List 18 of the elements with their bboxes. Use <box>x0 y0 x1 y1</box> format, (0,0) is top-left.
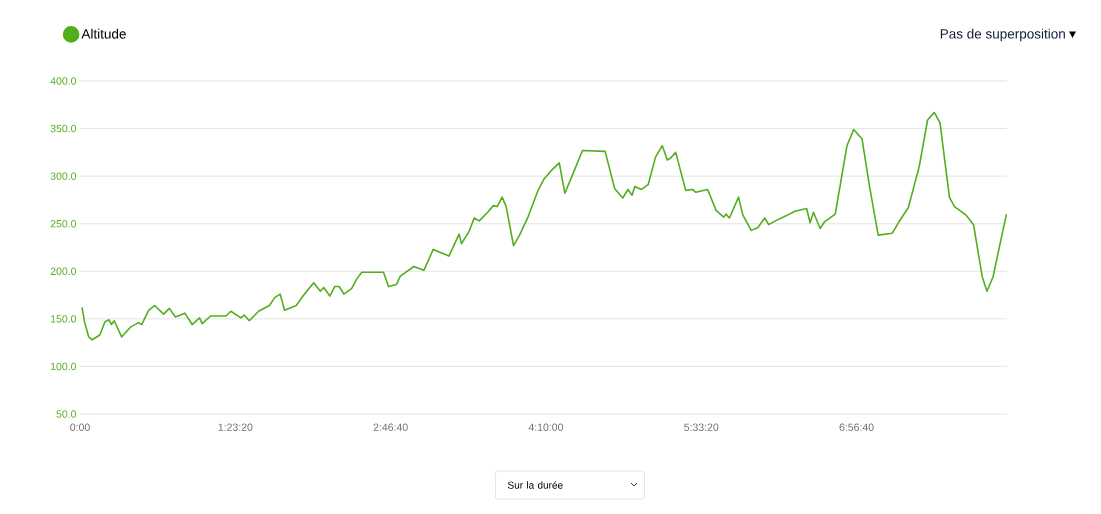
y-tick-label: 400.0 <box>50 77 77 85</box>
text: Sur la durée <box>507 481 563 489</box>
x-tick-label: 2:46:40 <box>373 423 408 431</box>
y-tick-label: 350.0 <box>50 124 77 133</box>
y-tick-label: 150.0 <box>51 315 77 323</box>
y-tick-label: 50.0 <box>56 410 77 418</box>
x-tick-label: 6:56:40 <box>839 423 874 431</box>
y-tick-label: 100.0 <box>51 362 77 371</box>
x-tick-label: 0:00 <box>70 423 90 431</box>
legend-label: Altitude <box>81 28 126 39</box>
x-tick-label: 1:23:20 <box>218 423 253 431</box>
x-tick-label: 4:10:00 <box>528 423 564 431</box>
y-tick-label: 200.0 <box>50 267 77 275</box>
text: Pas de superposition <box>940 28 1065 42</box>
line-series <box>81 111 1007 341</box>
y-tick-label: 300.0 <box>50 172 77 180</box>
x-tick-label: 5:33:20 <box>684 423 719 431</box>
y-tick-label: 250.0 <box>50 220 77 228</box>
